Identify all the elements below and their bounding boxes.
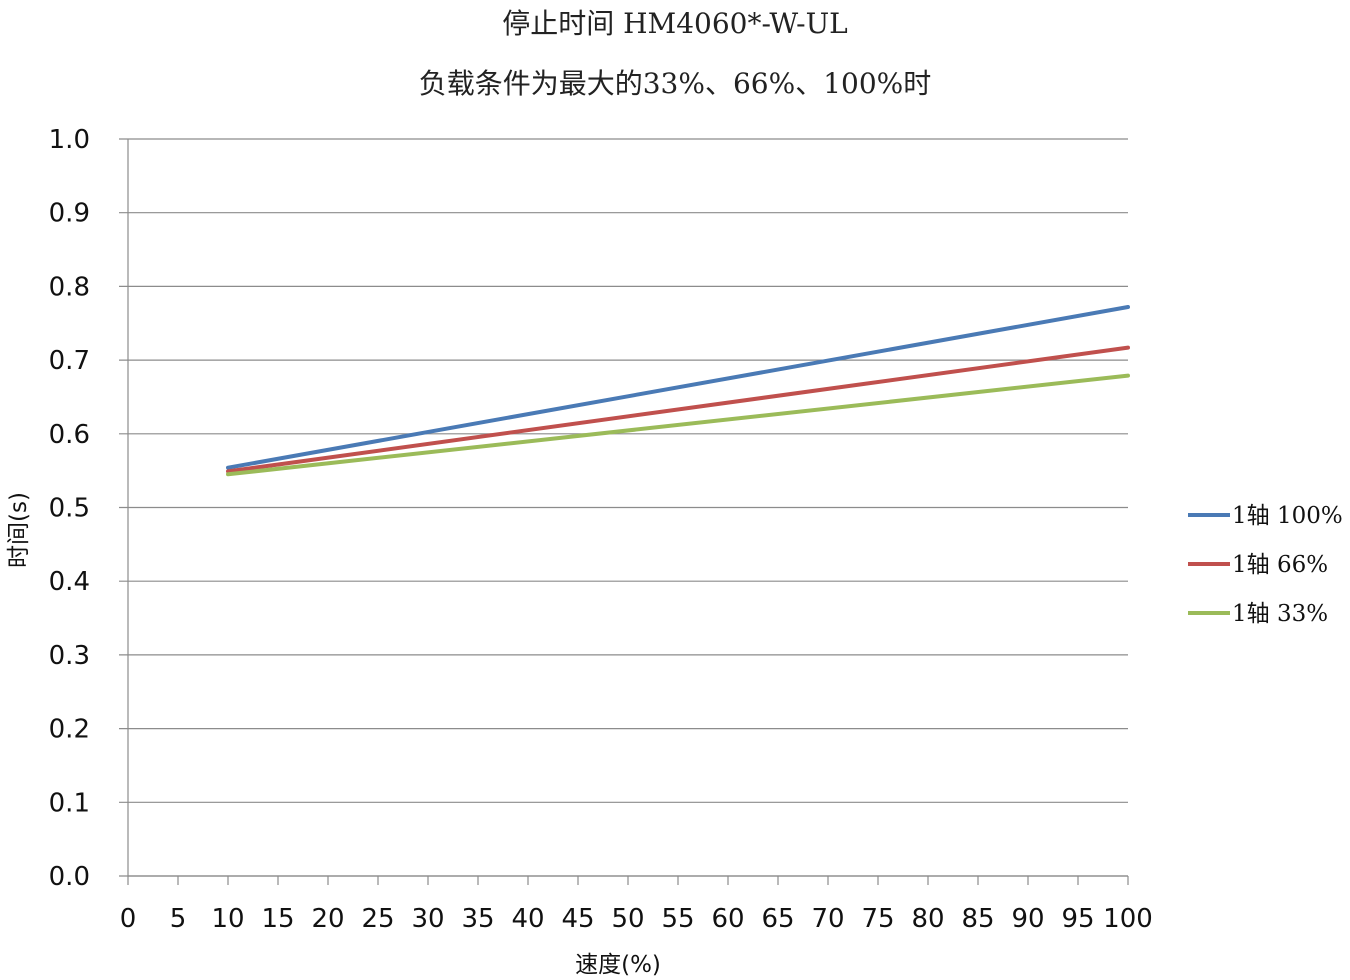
x-tick-label: 0 (120, 904, 137, 934)
y-tick-label: 0.3 (49, 641, 90, 671)
x-tick-label: 5 (170, 904, 187, 934)
x-tick-label: 25 (361, 904, 394, 934)
y-tick-label: 0.4 (49, 567, 90, 597)
x-tick-label: 80 (911, 904, 944, 934)
series-line-1 (226, 305, 1130, 470)
x-tick-label: 70 (811, 904, 844, 934)
x-tick-label: 65 (761, 904, 794, 934)
x-tick-label: 15 (261, 904, 294, 934)
y-tick-label: 0.5 (49, 494, 90, 524)
x-tick-label: 10 (211, 904, 244, 934)
legend: 1轴 100% 1轴 66% 1轴 33% (1188, 503, 1343, 627)
x-tick-label: 55 (661, 904, 694, 934)
x-tick-label: 60 (711, 904, 744, 934)
x-tick-label: 75 (861, 904, 894, 934)
series-lines (226, 305, 1130, 477)
x-tick-label: 30 (411, 904, 444, 934)
series-line-2 (226, 345, 1130, 474)
y-tick-label: 0.1 (49, 788, 90, 818)
y-tick-label: 1.0 (49, 125, 90, 155)
legend-entry-label: 1轴 33% (1232, 601, 1328, 627)
x-tick-label: 40 (511, 904, 544, 934)
y-tick-label: 0.9 (49, 199, 90, 229)
legend-entry-label: 1轴 66% (1232, 552, 1328, 578)
x-tick-label: 50 (611, 904, 644, 934)
y-tick-label: 0.7 (49, 346, 90, 376)
y-tick-label: 0.0 (49, 862, 90, 892)
y-tick-label: 0.2 (49, 715, 90, 745)
y-axis-label: 时间(s) (6, 492, 32, 568)
x-tick-label: 95 (1061, 904, 1094, 934)
y-tick-label: 0.6 (49, 420, 90, 450)
x-tick-label: 85 (961, 904, 994, 934)
chart-title: 停止时间 HM4060*-W-UL (502, 7, 848, 40)
y-tick-label: 0.8 (49, 272, 90, 302)
x-tick-label: 90 (1011, 904, 1044, 934)
series-line-3 (226, 373, 1130, 477)
axes (127, 139, 1129, 885)
y-tick-labels: 0.0 0.1 0.2 0.3 0.4 0.5 0.6 0.7 0.8 0.9 1.0 (49, 125, 90, 892)
x-tick-labels: 0 5 10 15 20 25 30 35 40 45 50 55 60 65 70 75 80 85 90 95 10… (120, 904, 1153, 934)
chart-subtitle: 负载条件为最大的33%、66%、100%时 (418, 67, 932, 100)
x-tick-label: 35 (461, 904, 494, 934)
legend-entry-label: 1轴 100% (1232, 503, 1343, 529)
grid-lines (119, 138, 1128, 877)
x-axis-label: 速度(%) (575, 952, 661, 978)
x-tick-label: 100 (1103, 904, 1153, 934)
x-tick-label: 20 (311, 904, 344, 934)
x-tick-label: 45 (561, 904, 594, 934)
